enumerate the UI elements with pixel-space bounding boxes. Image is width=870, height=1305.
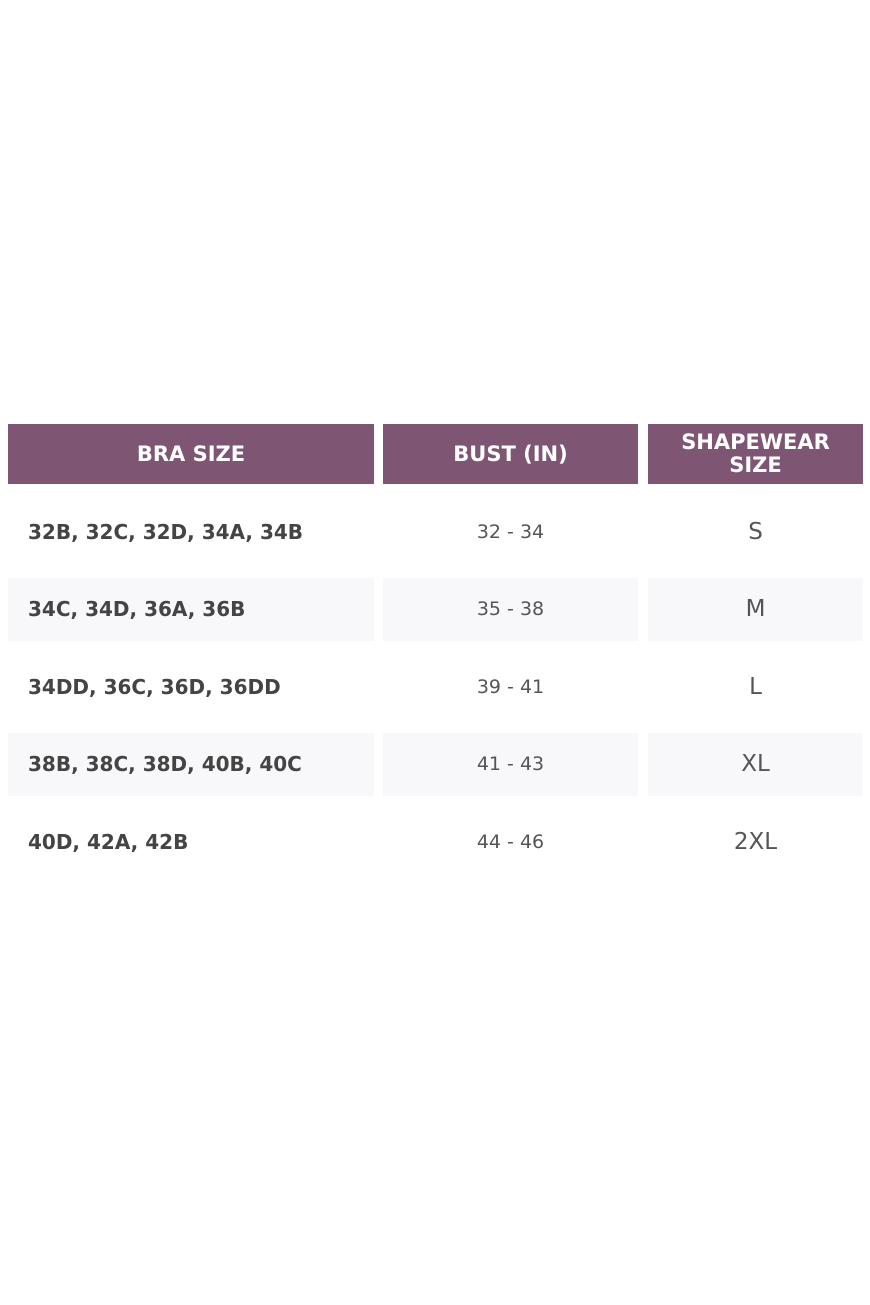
table-cell: S: [748, 518, 763, 545]
table-cell: 34C, 34D, 36A, 36B: [8, 577, 374, 641]
table-cell: 35 - 38: [383, 577, 638, 641]
table-cell: L: [749, 673, 762, 700]
table-cell: 38B, 38C, 38D, 40B, 40C: [8, 732, 374, 796]
table-cell: M: [648, 577, 863, 641]
column-header: BUST (IN): [383, 424, 638, 484]
table-cell: 32 - 34: [476, 520, 545, 543]
table-cell: XL: [648, 732, 863, 796]
table-cell: 34DD, 36C, 36D, 36DD: [28, 674, 281, 699]
column-header: BRA SIZE: [8, 424, 374, 484]
table-cell: 41 - 43: [383, 732, 638, 796]
table-cell: 32B, 32C, 32D, 34A, 34B: [28, 519, 304, 544]
table-cell: 44 - 46: [476, 830, 545, 853]
column-header: SHAPEWEAR SIZE: [648, 424, 863, 484]
table-cell: 40D, 42A, 42B: [28, 829, 189, 854]
table-cell: 2XL: [733, 828, 778, 855]
table-cell: 39 - 41: [476, 675, 545, 698]
